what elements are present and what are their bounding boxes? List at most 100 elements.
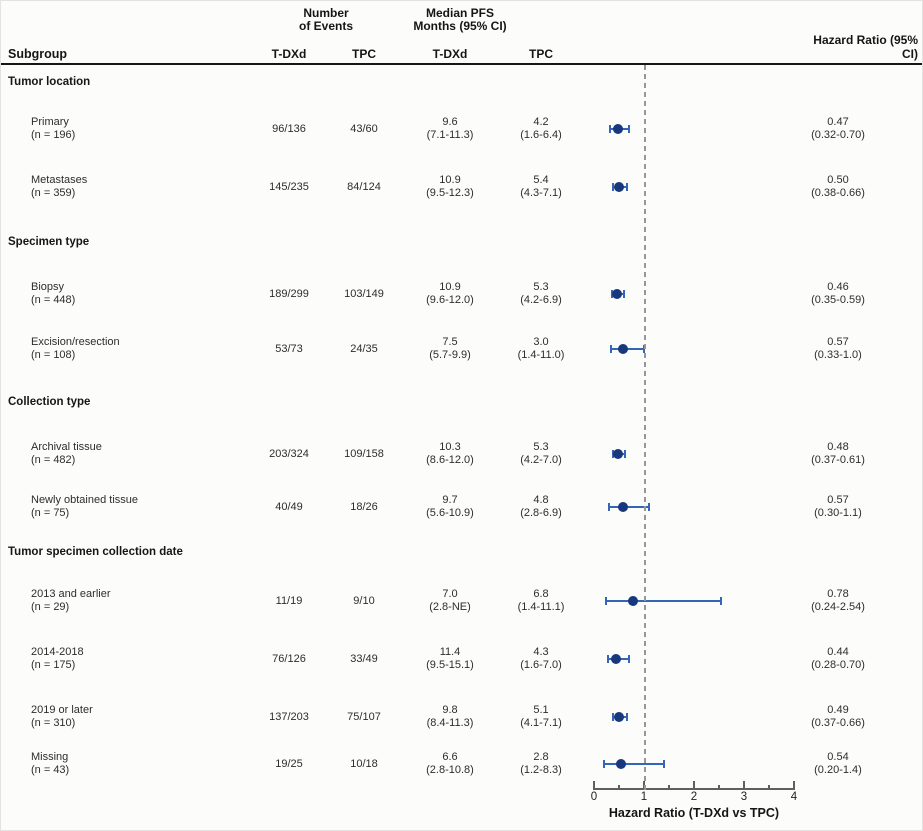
axis-minor-tick <box>618 784 620 789</box>
ci-cap-left <box>609 125 611 133</box>
ci-cap-left <box>609 345 612 353</box>
hazard-ratio-axis: Hazard Ratio (T-DXd vs TPC) 0 1 2 3 4 <box>583 781 922 827</box>
table-row: Excision/resection (n = 108) 53/73 24/35… <box>1 335 922 363</box>
axis-major-tick <box>693 781 695 789</box>
ci-cap-right <box>626 183 628 191</box>
events-tdxd-value: 189/299 <box>269 288 309 300</box>
reference-line-hr-1 <box>644 65 646 790</box>
ci-cap-right <box>720 597 722 605</box>
row-label: 2019 or later (n = 310) <box>31 704 93 729</box>
pfs-tdxd-value: 6.6 (2.8-10.8) <box>426 751 474 776</box>
events-tpc-value: 10/18 <box>350 758 378 770</box>
hazard-ratio-value: 0.44 (0.28-0.70) <box>811 646 865 671</box>
hazard-ratio-value: 0.48 (0.37-0.61) <box>811 441 865 466</box>
forest-marker-cell <box>583 173 796 201</box>
table-row: Biopsy (n = 448) 189/299 103/149 10.9 (9… <box>1 280 922 308</box>
hr-point <box>617 502 628 512</box>
forest-marker-cell <box>583 645 796 673</box>
events-tpc-value: 109/158 <box>344 448 384 460</box>
ci-line <box>609 506 649 508</box>
hr-point <box>617 344 628 354</box>
table-row: 2019 or later (n = 310) 137/203 75/107 9… <box>1 703 922 731</box>
axis-title: Hazard Ratio (T-DXd vs TPC) <box>608 806 780 820</box>
section-title-specimen-type: Specimen type <box>8 236 90 248</box>
forest-marker-cell <box>583 280 796 308</box>
ci-cap-left <box>608 503 610 511</box>
hr-point <box>616 759 626 769</box>
events-tpc-column-header: TPC <box>352 47 376 61</box>
table-row: 2014-2018 (n = 175) 76/126 33/49 11.4 (9… <box>1 645 922 673</box>
table-row: Missing (n = 43) 19/25 10/18 6.6 (2.8-10… <box>1 750 922 778</box>
row-label: Metastases (n = 359) <box>31 174 88 199</box>
axis-major-tick <box>743 781 745 789</box>
hazard-ratio-value: 0.46 (0.35-0.59) <box>811 281 865 306</box>
pfs-tdxd-value: 10.9 (9.6-12.0) <box>426 281 474 306</box>
hazard-ratio-value: 0.50 (0.38-0.66) <box>811 174 865 199</box>
ci-cap-left <box>612 183 614 191</box>
pfs-tdxd-value: 7.5 (5.7-9.9) <box>429 336 471 361</box>
hazard-ratio-value: 0.57 (0.30-1.1) <box>814 494 862 519</box>
axis-tick-label: 2 <box>690 791 698 803</box>
table-row: 2013 and earlier (n = 29) 11/19 9/10 7.0… <box>1 587 922 615</box>
section-title-collection-type: Collection type <box>8 396 91 408</box>
ci-cap-left <box>603 760 605 768</box>
pfs-tdxd-value: 9.7 (5.6-10.9) <box>426 494 474 519</box>
table-row: Archival tissue (n = 482) 203/324 109/15… <box>1 440 922 468</box>
forest-marker-cell <box>583 440 796 468</box>
hazard-ratio-value: 0.78 (0.24-2.54) <box>811 588 865 613</box>
ci-cap-left <box>611 713 614 721</box>
axis-tick-label: 3 <box>740 791 748 803</box>
forest-marker-cell <box>583 115 796 143</box>
pfs-tdxd-value: 9.6 (7.1-11.3) <box>426 116 474 141</box>
pfs-tdxd-value: 11.4 (9.5-15.1) <box>426 646 474 671</box>
pfs-tpc-column-header: TPC <box>529 47 553 61</box>
events-tpc-value: 103/149 <box>344 288 384 300</box>
events-tdxd-value: 145/235 <box>269 181 309 193</box>
ci-cap-right <box>622 290 625 298</box>
axis-major-tick <box>593 781 595 789</box>
axis-minor-tick <box>718 784 720 789</box>
table-row: Newly obtained tissue (n = 75) 40/49 18/… <box>1 493 922 521</box>
row-label: Missing (n = 43) <box>31 751 70 776</box>
hr-point <box>611 654 621 664</box>
events-tdxd-value: 76/126 <box>272 653 306 665</box>
ci-line <box>606 600 721 602</box>
forest-marker-cell <box>583 493 796 521</box>
section-title-tumor-location: Tumor location <box>8 76 91 88</box>
pfs-tdxd-column-header: T-DXd <box>432 47 468 61</box>
row-label: 2014-2018 (n = 175) <box>31 646 84 671</box>
ci-cap-right <box>623 450 626 458</box>
pfs-tpc-value: 2.8 (1.2-8.3) <box>520 751 562 776</box>
hazard-ratio-value: 0.49 (0.37-0.66) <box>811 704 865 729</box>
pfs-tpc-value: 5.3 (4.2-6.9) <box>520 281 562 306</box>
hr-point <box>614 182 624 192</box>
row-label: Biopsy (n = 448) <box>31 281 76 306</box>
hr-point <box>612 289 622 299</box>
forest-marker-cell <box>583 750 796 778</box>
row-label: Primary (n = 196) <box>31 116 76 141</box>
row-label: Excision/resection (n = 108) <box>31 336 120 361</box>
ci-cap-left <box>607 655 609 663</box>
pfs-tpc-value: 5.3 (4.2-7.0) <box>520 441 562 466</box>
events-group-header: Number of Events <box>298 6 353 33</box>
pfs-tdxd-value: 9.8 (8.4-11.3) <box>426 704 474 729</box>
pfs-tpc-value: 4.2 (1.6-6.4) <box>520 116 562 141</box>
axis-tick-label: 4 <box>790 791 798 803</box>
ci-cap-left <box>611 450 614 458</box>
hazard-ratio-column-header: Hazard Ratio (95% CI) <box>813 33 918 61</box>
events-tpc-value: 75/107 <box>347 711 381 723</box>
hr-point <box>613 449 623 459</box>
ci-cap-right <box>626 713 628 721</box>
hr-point <box>628 596 638 606</box>
hr-point <box>613 712 624 722</box>
events-tpc-value: 9/10 <box>353 595 375 607</box>
events-tpc-value: 84/124 <box>347 181 381 193</box>
axis-tick-label: 0 <box>590 791 598 803</box>
events-tdxd-value: 53/73 <box>275 343 303 355</box>
pfs-tdxd-value: 10.3 (8.6-12.0) <box>426 441 474 466</box>
hr-point <box>612 124 623 134</box>
events-tdxd-value: 137/203 <box>269 711 309 723</box>
ci-cap-right <box>628 655 630 663</box>
events-tpc-value: 24/35 <box>350 343 378 355</box>
